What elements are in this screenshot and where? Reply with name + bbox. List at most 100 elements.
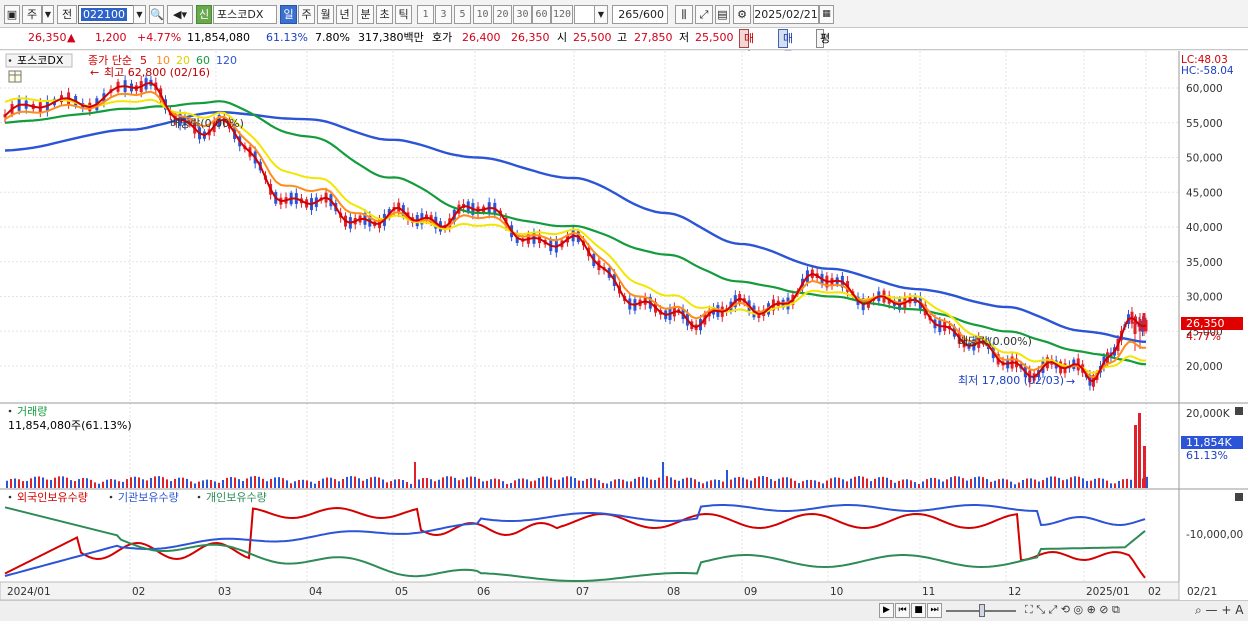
ma-20-label[interactable]: 20 xyxy=(176,54,190,67)
volume-bar xyxy=(630,481,632,488)
period-second-button[interactable]: 초 xyxy=(376,5,393,24)
volume-bar xyxy=(618,478,620,488)
rewind-icon[interactable]: ⏮ xyxy=(895,603,910,618)
period-tick-button[interactable]: 틱 xyxy=(395,5,412,24)
volume-bar xyxy=(778,478,780,488)
stock-name-field[interactable]: 포스코DX xyxy=(213,5,277,24)
period-day-button[interactable]: 일 xyxy=(280,5,297,24)
minute-10-button[interactable]: 10 xyxy=(473,5,492,24)
price-y-tick: 50,000 xyxy=(1186,153,1223,165)
minute-5-button[interactable]: 5 xyxy=(454,5,471,24)
minute-60-button[interactable]: 60 xyxy=(532,5,551,24)
period-week-button[interactable]: 주 xyxy=(298,5,315,24)
count-field[interactable]: 265/600 xyxy=(612,5,668,24)
buy-button[interactable]: 매수 xyxy=(739,29,754,62)
eval-button[interactable]: 평 xyxy=(816,29,830,48)
minute-20-button[interactable]: 20 xyxy=(493,5,512,24)
scroll-right-icon[interactable]: ▶ xyxy=(879,603,894,618)
minute-30-button[interactable]: 30 xyxy=(513,5,532,24)
volume-panel-title[interactable]: 거래량 xyxy=(17,405,47,418)
layout-icon[interactable]: ▣ xyxy=(4,5,20,24)
sell-button[interactable]: 매도 xyxy=(778,29,793,62)
volume-bar xyxy=(718,480,720,488)
holding-panel-close-icon[interactable] xyxy=(1235,493,1243,501)
volume-bar xyxy=(206,479,208,488)
minute-120-button[interactable]: 120 xyxy=(551,5,573,24)
high-price: 27,850 xyxy=(634,31,673,44)
minute-60-label: 60 xyxy=(535,9,548,20)
chart-scroll-bar[interactable]: ▶ ⏮ ■ ⏭ ⛶ ⤡ ⤢ ⟲ ◎ ⊕ ⊘ ⧉ ⌕ — + A xyxy=(0,600,1248,621)
volume-bar xyxy=(854,476,856,488)
save-icon[interactable]: ▤ xyxy=(715,5,730,24)
minute-3-button[interactable]: 3 xyxy=(435,5,452,24)
volume-bar xyxy=(102,481,104,488)
zoom-controls[interactable]: ⌕ — + A xyxy=(1195,603,1244,617)
volume-bar xyxy=(906,479,908,488)
volume-bar xyxy=(422,478,424,488)
volume-bar xyxy=(706,481,708,488)
ma-5-label[interactable]: 5 xyxy=(140,54,147,67)
minute-5-label: 5 xyxy=(459,9,466,20)
volume-bar xyxy=(1046,477,1048,488)
period-dropdown-icon[interactable]: ▼ xyxy=(42,5,54,24)
volume-bar xyxy=(894,482,896,488)
volume-bar xyxy=(382,479,384,488)
candle-type-icon[interactable]: ⫼ xyxy=(675,5,693,24)
volume-bar xyxy=(694,479,696,488)
volume-bar xyxy=(446,476,448,488)
legend-foreign[interactable]: 외국인보유수량 xyxy=(17,491,88,504)
volume-bar xyxy=(450,476,452,488)
period-minute-button[interactable]: 분 xyxy=(357,5,374,24)
volume-bar xyxy=(246,478,248,488)
ma-60-label[interactable]: 60 xyxy=(196,54,210,67)
volume-bar xyxy=(326,477,328,488)
date-field[interactable]: 2025/02/21 xyxy=(753,5,819,24)
ma-120-label[interactable]: 120 xyxy=(216,54,237,67)
chart-title-box[interactable] xyxy=(5,53,73,68)
volume-bar xyxy=(990,481,992,488)
period-year-button[interactable]: 년 xyxy=(336,5,353,24)
volume-bar xyxy=(238,479,240,488)
volume-bar xyxy=(950,477,952,488)
settings-gear-icon[interactable]: ⚙ xyxy=(733,5,751,24)
legend-institution[interactable]: 기관보유수량 xyxy=(118,491,179,504)
zoom-slider-handle[interactable] xyxy=(979,604,985,617)
panel-dot-icon xyxy=(109,495,113,499)
volume-bar xyxy=(418,479,420,488)
custom-period-dropdown-icon[interactable]: ▼ xyxy=(594,5,608,24)
volume-bar xyxy=(534,480,536,488)
open-label: 시 xyxy=(557,31,568,44)
period-month-button[interactable]: 월 xyxy=(317,5,334,24)
volume-bar xyxy=(150,477,152,488)
volume-bar xyxy=(494,478,496,488)
volume-bar xyxy=(1002,478,1004,488)
stock-chart[interactable]: 포스코DX 종가 단순 5 10 20 60 120 ← 최고 62,800 (… xyxy=(0,51,1248,600)
price-y-tick: 30,000 xyxy=(1186,292,1223,304)
line-tool-icon[interactable]: ⤢ xyxy=(695,5,713,24)
volume-bar xyxy=(750,480,752,488)
volume-bar xyxy=(362,480,364,488)
volume-panel-close-icon[interactable] xyxy=(1235,407,1243,415)
volume-bar xyxy=(970,478,972,488)
stop-icon[interactable]: ■ xyxy=(911,603,926,618)
volume-bar xyxy=(406,481,408,488)
volume-bar xyxy=(42,477,44,488)
calendar-icon[interactable]: ▦ xyxy=(819,5,834,24)
volume-bar xyxy=(1050,476,1052,488)
volume-y-tick: 20,000K xyxy=(1186,408,1231,420)
minute-1-button[interactable]: 1 xyxy=(417,5,434,24)
legend-individual[interactable]: 개인보유수량 xyxy=(206,491,267,504)
dividend-marker-2: 배당락(0.00%) xyxy=(958,335,1032,348)
prev-button[interactable]: 전 xyxy=(57,5,77,24)
stock-code-input[interactable]: 022100 xyxy=(78,5,146,24)
ma-10-label[interactable]: 10 xyxy=(156,54,170,67)
sound-icon[interactable]: ◀▾ xyxy=(167,5,193,24)
period-type-select[interactable]: 주 xyxy=(22,5,42,24)
drawing-tools-icons[interactable]: ⛶ ⤡ ⤢ ⟲ ◎ ⊕ ⊘ ⧉ xyxy=(1025,603,1120,616)
volume-bar xyxy=(50,479,52,488)
fast-forward-icon[interactable]: ⏭ xyxy=(927,603,942,618)
volume-bar xyxy=(298,479,300,488)
search-icon[interactable]: 🔍 xyxy=(149,5,164,24)
volume-bar xyxy=(1026,478,1028,488)
code-dropdown-icon[interactable]: ▼ xyxy=(133,5,146,24)
